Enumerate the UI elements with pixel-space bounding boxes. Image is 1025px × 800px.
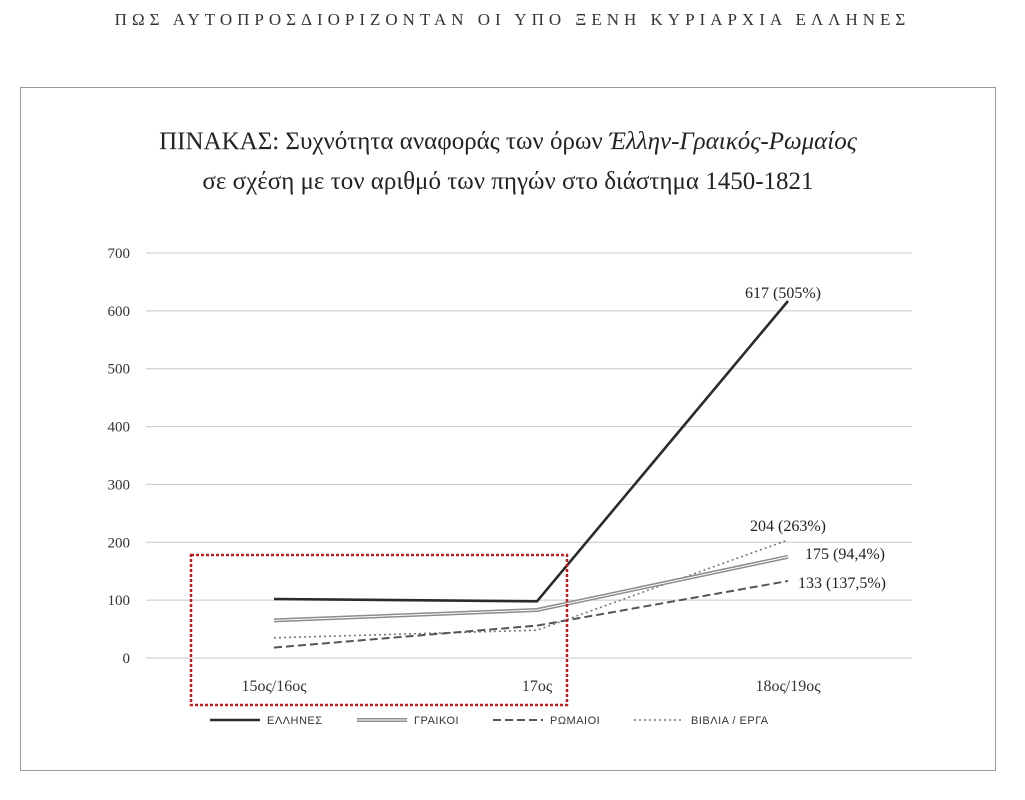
series-line-ΓΡΑΙΚΟΙ	[273, 556, 789, 621]
chart-title: ΠΙΝΑΚΑΣ: Συχνότητα αναφοράς των όρων Έλλ…	[20, 122, 996, 202]
y-tick-label: 200	[108, 535, 131, 551]
series-layer	[273, 300, 789, 649]
data-label-ΕΛΛΗΝΕΣ: 617 (505%)	[745, 285, 821, 302]
legend-label-ΓΡΑΙΚΟΙ: ΓΡΑΙΚΟΙ	[414, 715, 459, 727]
y-tick-label: 300	[108, 477, 131, 493]
x-tick-label: 15ος/16ος	[241, 678, 307, 695]
y-axis-ticks: 0 100 200 300 400 500 600 700	[108, 246, 131, 667]
chart-title-line1: ΠΙΝΑΚΑΣ: Συχνότητα αναφοράς των όρων Έλλ…	[20, 122, 996, 162]
series-line-ΕΛΛΗΝΕΣ	[273, 300, 789, 603]
x-axis-ticks: 15ος/16ος 17ος 18ος/19ος	[241, 678, 821, 695]
data-label-ΓΡΑΙΚΟΙ: 175 (94,4%)	[805, 546, 885, 563]
y-tick-label: 600	[108, 304, 131, 320]
grid-layer	[146, 252, 912, 659]
data-label-ΡΩΜΑΙΟΙ: 133 (137,5%)	[798, 575, 886, 592]
series-line-ΡΩΜΑΙΟΙ	[273, 580, 789, 649]
highlight-box	[189, 553, 569, 707]
x-tick-label: 17ος	[522, 678, 553, 695]
legend-label-ΡΩΜΑΙΟΙ: ΡΩΜΑΙΟΙ	[550, 715, 600, 727]
chart-title-prefix: ΠΙΝΑΚΑΣ: Συχνότητα αναφοράς των όρων	[159, 128, 609, 155]
legend-label-ΕΛΛΗΝΕΣ: ΕΛΛΗΝΕΣ	[267, 715, 323, 727]
x-tick-label: 18ος/19ος	[755, 678, 821, 695]
running-head: ΠΩΣ ΑΥΤΟΠΡΟΣΔΙΟΡΙΖΟΝΤΑΝ ΟΙ ΥΠΟ ΞΕΝΗ ΚΥΡΙ…	[114, 10, 911, 29]
series-line-ΒΙΒΛΙΑ / ΕΡΓΑ	[273, 539, 789, 639]
legend-label-ΒΙΒΛΙΑ / ΕΡΓΑ: ΒΙΒΛΙΑ / ΕΡΓΑ	[691, 715, 769, 727]
y-tick-label: 100	[108, 593, 131, 609]
y-tick-label: 500	[108, 362, 131, 378]
chart-title-line2: σε σχέση με τον αριθμό των πηγών στο διά…	[202, 168, 814, 195]
data-labels: 617 (505%) 175 (94,4%) 133 (137,5%) 204 (26…	[745, 285, 886, 592]
data-label-ΒΙΒΛΙΑ / ΕΡΓΑ: 204 (263%)	[750, 518, 826, 535]
chart-frame	[20, 87, 996, 771]
y-tick-label: 0	[123, 651, 131, 667]
y-tick-label: 700	[108, 246, 131, 262]
legend: ΕΛΛΗΝΕΣ ΓΡΑΙΚΟΙ ΡΩΜΑΙΟΙ ΒΙΒΛΙΑ / ΕΡΓΑ	[210, 715, 769, 727]
y-tick-label: 400	[108, 420, 131, 436]
series-line-ΓΡΑΙΚΟΙ	[273, 554, 789, 623]
chart-title-terms: Έλλην-Γραικός-Ρωμαίος	[608, 128, 857, 155]
